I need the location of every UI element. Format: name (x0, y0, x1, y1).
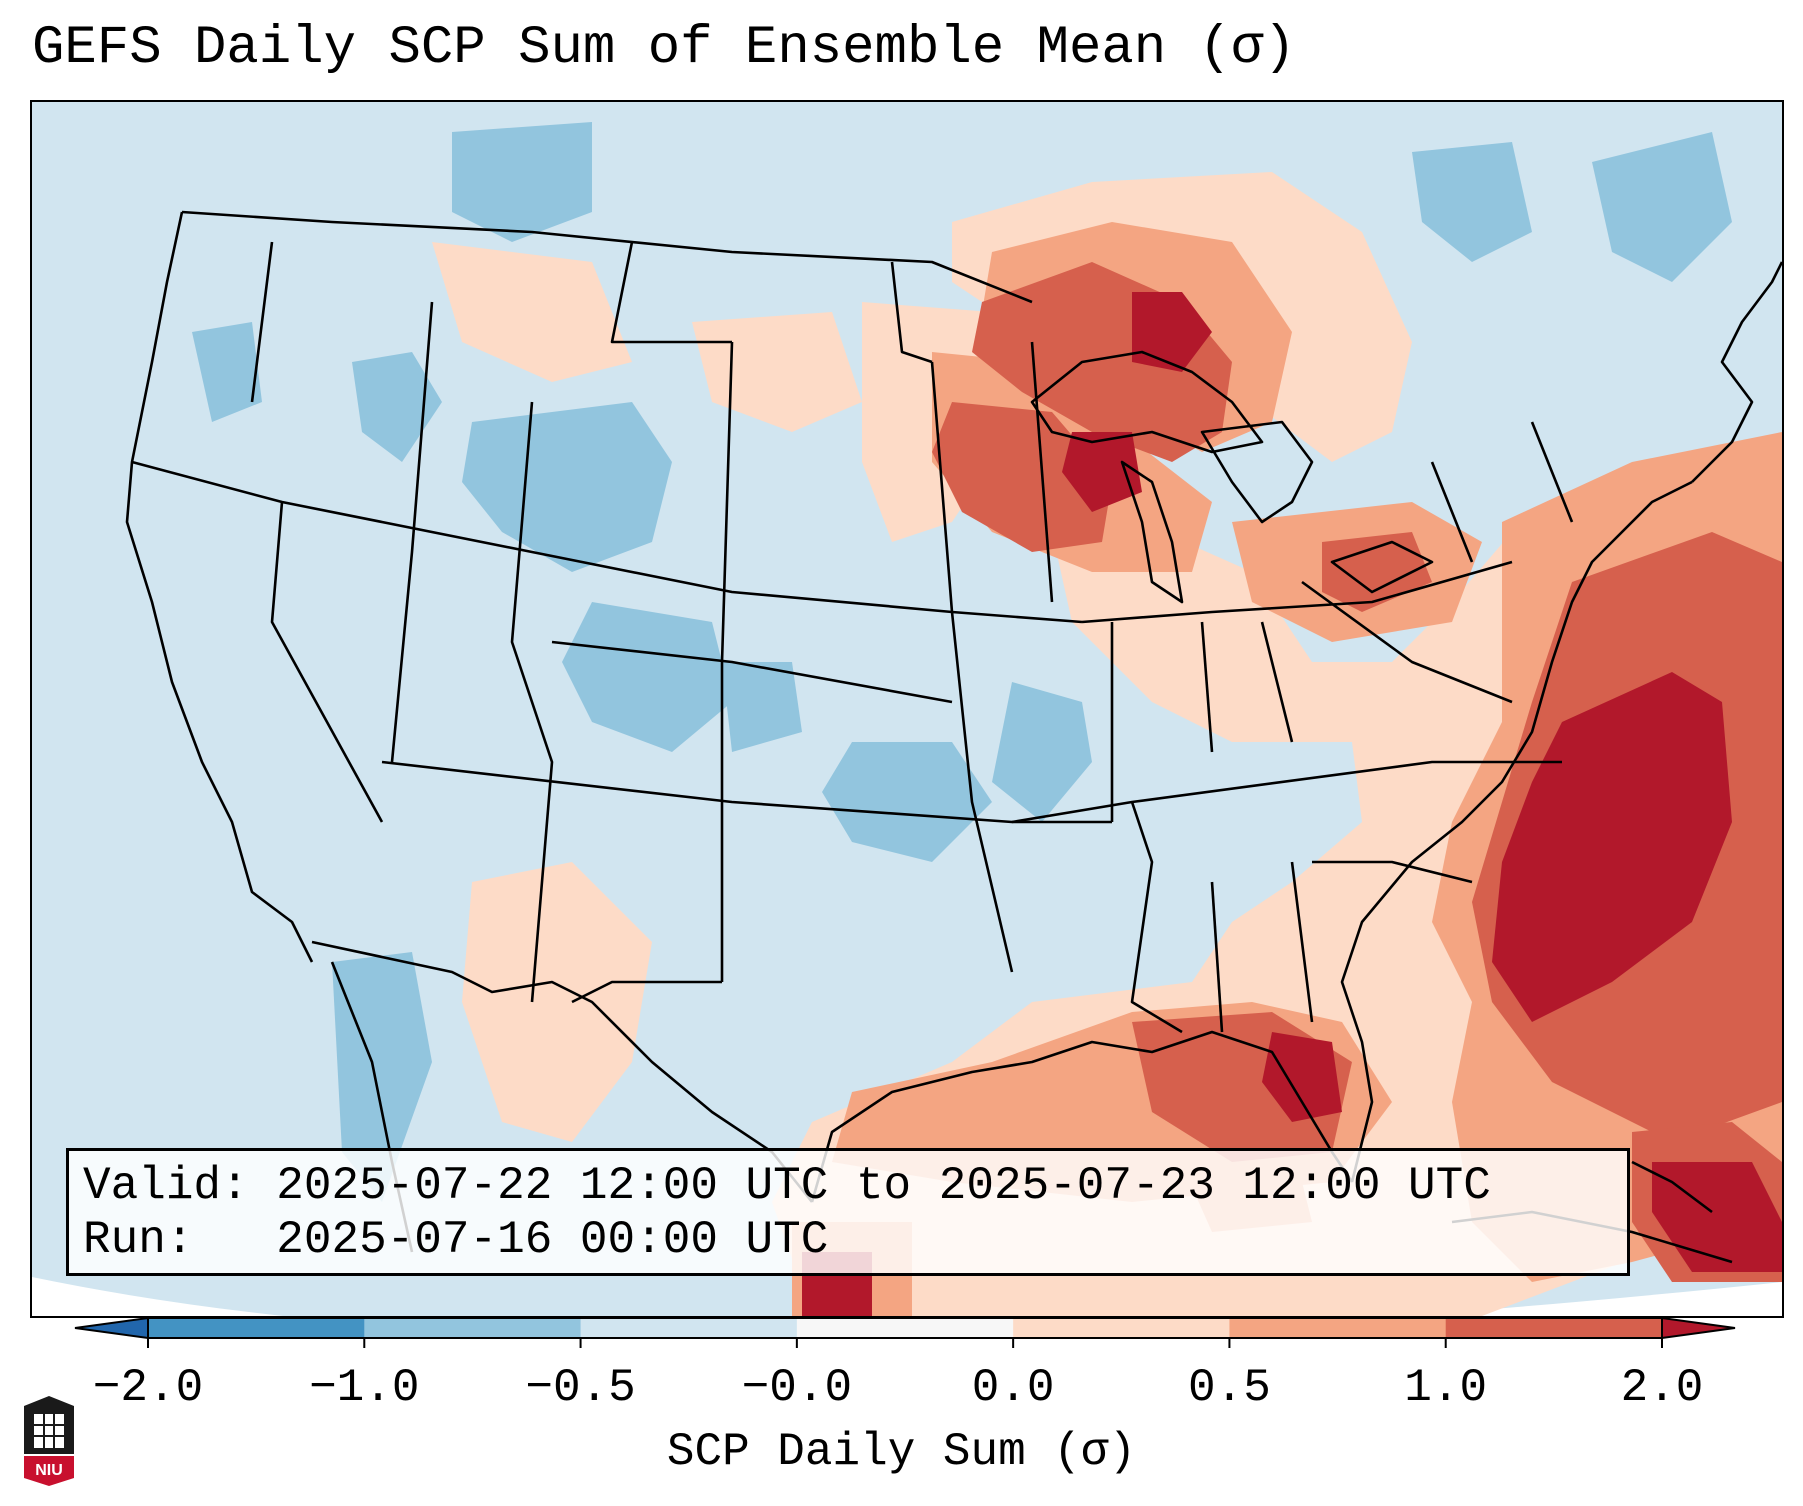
political-boundaries (125, 210, 1782, 1264)
colorbar-left-extension (74, 1316, 149, 1340)
svg-text:NIU: NIU (35, 1462, 63, 1479)
map-panel (30, 100, 1784, 1318)
colorbar (74, 1316, 1736, 1348)
colorbar-tick-label: 2.0 (1620, 1362, 1704, 1414)
chart-title: GEFS Daily SCP Sum of Ensemble Mean (σ) (32, 18, 1296, 79)
colorbar-right-extension (1661, 1316, 1736, 1340)
colorbar-tick-label: −1.0 (309, 1362, 420, 1414)
colorbar-bin (1013, 1318, 1230, 1338)
valid-label: Valid: (83, 1160, 249, 1212)
colorbar-outline (147, 1317, 1663, 1339)
colorbar-bin (1229, 1318, 1447, 1338)
run-label: Run: (83, 1214, 194, 1266)
valid-value: 2025-07-22 12:00 UTC to 2025-07-23 12:00… (276, 1160, 1491, 1212)
colorbar-bin (1445, 1318, 1663, 1338)
colorbar-label: SCP Daily Sum (σ) (666, 1426, 1137, 1478)
colorbar-bin (148, 1318, 365, 1338)
colorbar-bin (364, 1318, 582, 1338)
niu-logo-icon: NIU (24, 1396, 74, 1486)
colorbar-tick-label: 1.0 (1404, 1362, 1488, 1414)
colorbar-bin (796, 1318, 1014, 1338)
projection-edge (32, 1277, 1782, 1316)
colorbar-tick-label: −2.0 (92, 1362, 204, 1414)
run-value: 2025-07-16 00:00 UTC (276, 1214, 829, 1266)
colorbar-tick-label: −0.0 (741, 1362, 853, 1414)
negative-anomaly-patches (192, 122, 1732, 1202)
colorbar-tick-label: −0.5 (525, 1362, 636, 1414)
positive-extreme-patches (802, 292, 1782, 1316)
colorbar-tick-label: 0.5 (1188, 1362, 1271, 1414)
anomaly-map (32, 102, 1782, 1316)
colorbar-tick-label: 0.0 (971, 1362, 1055, 1414)
valid-run-info-box: Valid: 2025-07-22 12:00 UTC to 2025-07-2… (66, 1148, 1630, 1276)
colorbar-bin (580, 1318, 798, 1338)
